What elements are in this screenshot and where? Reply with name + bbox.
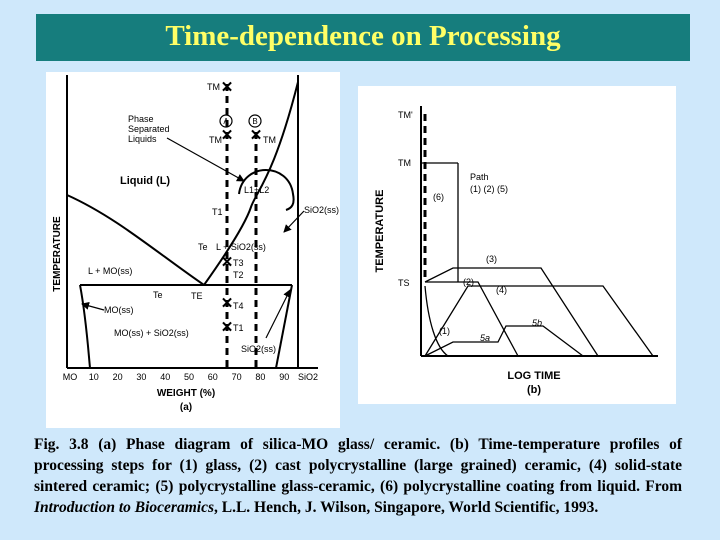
phase-sep-label-2: Separated [128,124,170,134]
x-tick-label: 40 [160,372,170,382]
panel-a-label: (a) [180,402,192,413]
t1-lower-label: T1 [233,323,244,333]
te-e-label: TE [191,291,203,301]
circle-a-label: A [223,117,229,126]
x-tick-label: 80 [255,372,265,382]
figure-caption: Fig. 3.8 (a) Phase diagram of silica-MO … [34,434,682,518]
sio2ss-right-label: SiO2(ss) [304,205,339,215]
circle-b [248,114,262,128]
sio2ss-bottom-label: SiO2(ss) [241,344,276,354]
t4-label: T4 [233,301,244,311]
path-6-label: (6) [433,192,444,202]
x-marker: ✕ [221,319,234,336]
t1-upper-label: T1 [212,207,223,217]
caption-tail: , L.L. Hench, J. Wilson, Singapore, Worl… [214,499,599,516]
circle-b-label: B [252,117,257,126]
moss-arrow [81,301,105,311]
liquid-label: Liquid (L) [120,175,170,187]
x-tick-label: 60 [208,372,218,382]
mo-solvus [79,284,91,369]
liquidus-left [66,194,205,286]
time-temperature-diagram: TM' TM TS Path (1) (2) (5) (6) (3) (2) (… [374,106,658,396]
immiscibility-dome [238,169,295,211]
tm-top-label: TM [207,82,220,92]
sio2-solvus [275,284,293,369]
tm-label: TM [398,158,411,168]
x-marker: ✕ [221,254,234,271]
x-marker: ✕ [221,127,234,144]
liquidus-right [203,81,299,286]
ts-label: TS [398,278,410,288]
tm-b-label: TM [263,135,276,145]
phase-sep-label-1: Phase [128,114,154,124]
path-list-label: (1) (2) (5) [470,184,508,194]
x-tick-label: 70 [232,372,242,382]
path-2-label: (2) [463,277,474,287]
path-5a-label: 5a [480,333,490,343]
l-mo-label: L + MO(ss) [88,266,132,276]
x-tick-label: 20 [113,372,123,382]
tt-y-axis-label: TEMPERATURE [374,190,386,273]
x-tick-label: 10 [89,372,99,382]
path-3 [424,267,599,357]
y-axis-label: TEMPERATURE [52,216,63,292]
path-1-label: (1) [439,326,450,336]
moss-label: MO(ss) [104,305,134,315]
x-marker: ✕ [221,79,234,96]
tm-a-label: TM [209,135,222,145]
l-sio2-label: L + SiO2(ss) [216,242,266,252]
phase-sep-arrow [166,137,245,182]
x-tick-label: 50 [184,372,194,382]
path-title-label: Path [470,172,489,182]
t3-label: T3 [233,258,244,268]
l1l2-label: L1+L2 [244,185,269,195]
path-4 [424,285,654,357]
panel-b-label: (b) [527,384,541,396]
x-tick-label: MO [63,372,78,382]
slide-title: Time-dependence on Processing [165,20,561,52]
x-marker: ✕ [250,127,263,144]
x-tick-label: SiO2 [298,372,318,382]
tt-x-axis-label: LOG TIME [507,370,560,382]
phase-sep-label-3: Liquids [128,134,157,144]
path-3-label: (3) [486,254,497,264]
circle-a [219,114,233,128]
t2-label: T2 [233,270,244,280]
caption-main: Fig. 3.8 (a) Phase diagram of silica-MO … [34,436,682,495]
te-lower-label: Te [153,290,163,300]
x-axis-label: WEIGHT (%) [157,388,215,399]
mo-sio2-label: MO(ss) + SiO2(ss) [114,328,189,338]
x-tick-label: 90 [279,372,289,382]
x-marker: ✕ [221,295,234,312]
x-tick-label: 30 [136,372,146,382]
path-5b-label: 5b [532,318,542,328]
phase-diagram-panel: ✕ ✕ ✕ ✕ ✕ ✕ A B TM Phase Separated Liqui… [46,72,340,428]
sio2ss-arrow [283,210,305,233]
path-5 [424,325,584,357]
title-bar: Time-dependence on Processing [36,14,690,61]
te-upper-label: Te [198,242,208,252]
path-4-label: (4) [496,285,507,295]
time-temperature-panel: TM' TM TS Path (1) (2) (5) (6) (3) (2) (… [358,86,676,404]
tm-prime-label: TM' [398,110,413,120]
sio2ss-bottom-arrow [265,289,291,339]
path-2 [425,281,519,357]
caption-book-title: Introduction to Bioceramics [34,499,214,516]
phase-diagram: ✕ ✕ ✕ ✕ ✕ ✕ A B TM Phase Separated Liqui… [52,75,339,413]
path-1 [424,285,449,357]
